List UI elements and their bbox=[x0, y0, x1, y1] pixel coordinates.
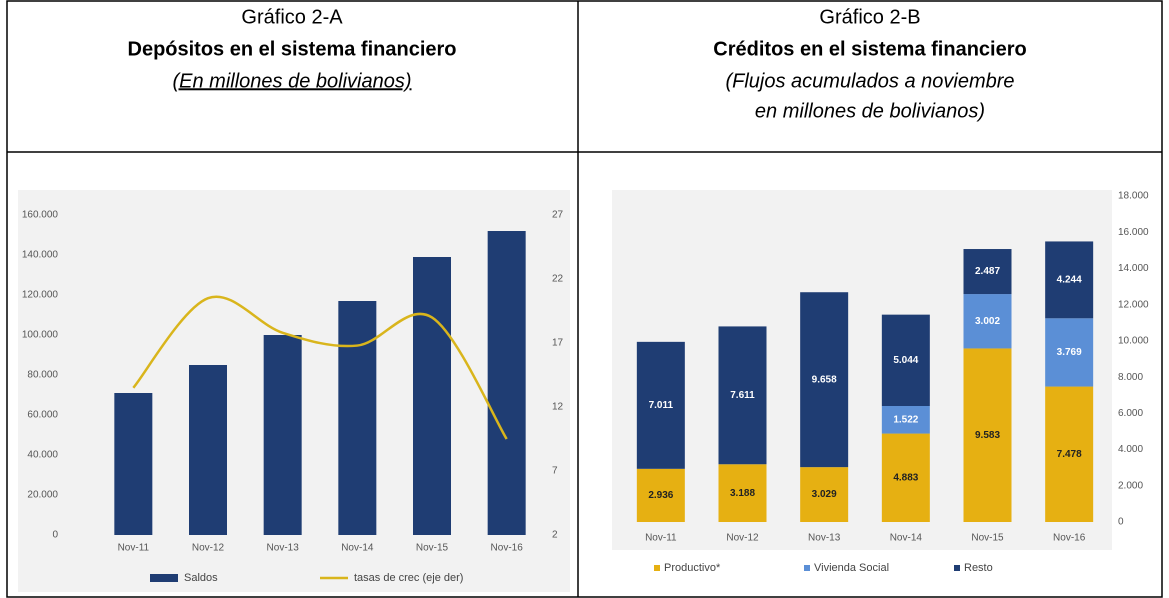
x-tick-label: Nov-16 bbox=[1053, 533, 1086, 544]
y-tick-label: 4.000 bbox=[1118, 444, 1143, 455]
y2-tick-label: 22 bbox=[552, 274, 564, 285]
value-label: 4.883 bbox=[893, 472, 918, 483]
y-tick-label: 160.000 bbox=[22, 210, 59, 221]
y2-tick-label: 2 bbox=[552, 530, 558, 541]
bar-segment bbox=[881, 314, 930, 406]
bar-segment bbox=[963, 249, 1012, 295]
legend-label: Vivienda Social bbox=[814, 562, 889, 574]
value-label: 7.478 bbox=[1057, 449, 1082, 460]
value-label: 7.011 bbox=[649, 400, 674, 411]
value-label: 4.244 bbox=[1057, 275, 1082, 286]
bar-segment bbox=[881, 405, 930, 434]
legend-swatch bbox=[654, 565, 660, 571]
chart-label: Gráfico 2-A bbox=[241, 6, 343, 28]
x-tick-label: Nov-12 bbox=[192, 543, 225, 554]
value-label: 3.188 bbox=[730, 488, 755, 499]
y-tick-label: 40.000 bbox=[27, 450, 58, 461]
bar bbox=[114, 393, 153, 535]
y-tick-label: 2.000 bbox=[1118, 480, 1143, 491]
legend-label: Productivo* bbox=[664, 562, 721, 574]
y2-tick-label: 17 bbox=[552, 338, 564, 349]
value-label: 2.936 bbox=[648, 490, 673, 501]
value-label: 9.583 bbox=[975, 430, 1000, 441]
x-tick-label: Nov-14 bbox=[341, 543, 374, 554]
value-label: 1.522 bbox=[893, 414, 918, 425]
bar-segment bbox=[800, 292, 849, 468]
bar-segment bbox=[1045, 318, 1094, 387]
bar-segment bbox=[881, 433, 930, 522]
x-tick-label: Nov-15 bbox=[971, 533, 1004, 544]
x-tick-label: Nov-13 bbox=[808, 533, 841, 544]
legend-swatch bbox=[804, 565, 810, 571]
y2-tick-label: 12 bbox=[552, 402, 564, 413]
chart-panel bbox=[612, 190, 1112, 550]
y2-tick-label: 27 bbox=[552, 210, 564, 221]
y-tick-label: 100.000 bbox=[22, 330, 59, 341]
y-tick-label: 0 bbox=[1118, 517, 1124, 528]
y-tick-label: 18.000 bbox=[1118, 191, 1149, 202]
bar-segment bbox=[963, 294, 1012, 349]
value-label: 3.002 bbox=[975, 316, 1000, 327]
value-label: 2.487 bbox=[975, 266, 1000, 277]
table-border bbox=[6, 0, 1163, 598]
y-tick-label: 60.000 bbox=[27, 410, 58, 421]
bar-segment bbox=[1045, 386, 1094, 522]
x-tick-label: Nov-14 bbox=[890, 533, 923, 544]
bar-segment bbox=[800, 467, 849, 522]
y-tick-label: 20.000 bbox=[27, 490, 58, 501]
bar bbox=[413, 257, 451, 535]
y-tick-label: 8.000 bbox=[1118, 372, 1143, 383]
x-tick-label: Nov-11 bbox=[645, 533, 677, 544]
x-tick-label: Nov-16 bbox=[491, 543, 524, 554]
y-tick-label: 140.000 bbox=[22, 250, 59, 261]
legend-label: tasas de crec (eje der) bbox=[354, 572, 463, 584]
x-tick-label: Nov-13 bbox=[267, 543, 300, 554]
x-tick-label: Nov-11 bbox=[118, 543, 150, 554]
y-tick-label: 120.000 bbox=[22, 290, 59, 301]
chart-subtitle: (En millones de bolivianos) bbox=[172, 70, 411, 92]
y-tick-label: 16.000 bbox=[1118, 227, 1149, 238]
chart-title: Depósitos en el sistema financiero bbox=[128, 38, 457, 60]
legend-swatch bbox=[150, 574, 178, 582]
value-label: 7.611 bbox=[730, 390, 755, 401]
bar bbox=[263, 335, 302, 535]
x-tick-label: Nov-12 bbox=[726, 533, 759, 544]
bar-segment bbox=[718, 326, 767, 465]
legend-swatch bbox=[954, 565, 960, 571]
bar-segment bbox=[636, 468, 685, 522]
bar-segment bbox=[963, 348, 1012, 522]
value-label: 3.769 bbox=[1057, 347, 1082, 358]
value-label: 3.029 bbox=[812, 489, 837, 500]
chart-subtitle: (Flujos acumulados a noviembre bbox=[725, 70, 1014, 92]
y-tick-label: 10.000 bbox=[1118, 336, 1149, 347]
chart-label: Gráfico 2-B bbox=[819, 6, 920, 28]
y-tick-label: 12.000 bbox=[1118, 299, 1149, 310]
legend-label: Saldos bbox=[184, 572, 218, 584]
chart-subtitle: en millones de bolivianos) bbox=[755, 100, 985, 122]
bar-segment bbox=[718, 464, 767, 522]
y2-tick-label: 7 bbox=[552, 466, 558, 477]
y-tick-label: 14.000 bbox=[1118, 263, 1149, 274]
y-tick-label: 0 bbox=[52, 530, 58, 541]
bar-segment bbox=[636, 341, 685, 469]
chart-title: Créditos en el sistema financiero bbox=[713, 38, 1026, 60]
x-tick-label: Nov-15 bbox=[416, 543, 449, 554]
y-tick-label: 80.000 bbox=[27, 370, 58, 381]
bar bbox=[189, 365, 227, 535]
bar bbox=[338, 301, 377, 535]
y-tick-label: 6.000 bbox=[1118, 408, 1143, 419]
bar-segment bbox=[1045, 241, 1094, 319]
bar bbox=[487, 231, 526, 535]
line bbox=[132, 295, 508, 440]
value-label: 9.658 bbox=[812, 374, 837, 385]
legend-label: Resto bbox=[964, 562, 993, 574]
value-label: 5.044 bbox=[893, 355, 918, 366]
